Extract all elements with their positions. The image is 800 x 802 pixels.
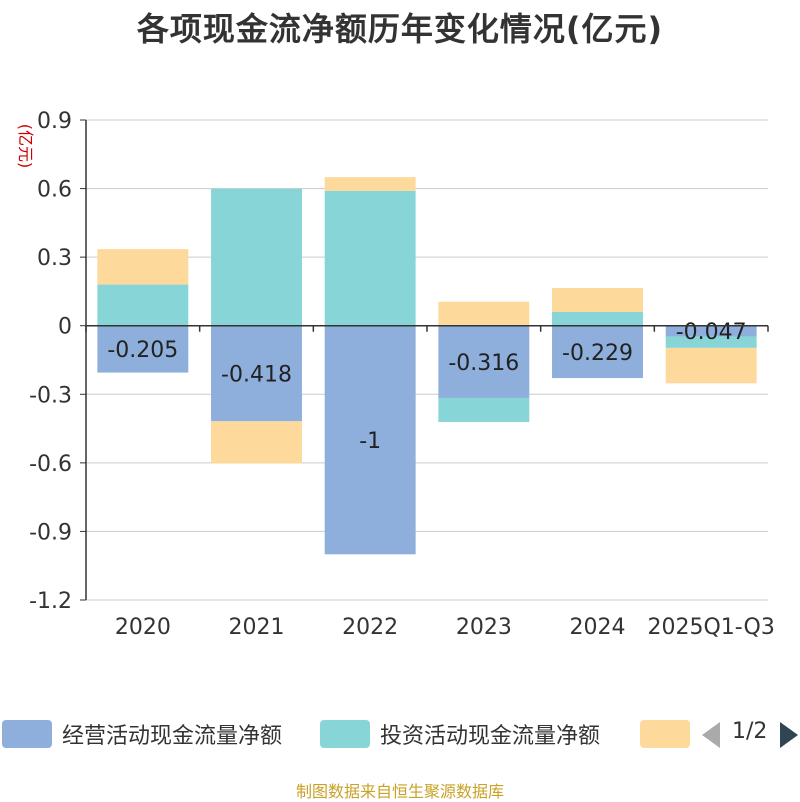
bar-financing (552, 288, 643, 312)
y-tick-label: 0.3 (37, 246, 72, 271)
x-tick-label: 2020 (115, 615, 171, 640)
bar-chart: 0.9 0.6 0.3 0 -0.3 -0.6 -0.9 -1.2 (亿元) -0.205 2020… (0, 0, 800, 700)
x-tick-label: 2025Q1-Q3 (647, 615, 774, 640)
bar-financing (325, 177, 416, 191)
data-label: -0.047 (676, 320, 747, 345)
x-tick-label: 2024 (570, 615, 626, 640)
legend-item-financing[interactable] (640, 716, 690, 752)
bar-financing (211, 421, 302, 463)
data-label: -0.229 (562, 341, 633, 366)
bar-investing (97, 285, 188, 326)
legend-swatch-financing (640, 720, 690, 748)
bar-financing (666, 348, 757, 383)
legend-item-investing[interactable]: 投资活动现金流量净额 (320, 716, 620, 752)
y-tick-label: -0.3 (29, 383, 72, 408)
legend-swatch-investing (320, 720, 370, 748)
y-tick-label: -1.2 (29, 589, 72, 614)
y-tick-label: 0.6 (37, 178, 72, 203)
legend-prev-page-icon[interactable] (702, 722, 720, 748)
legend-label-investing: 投资活动现金流量净额 (380, 718, 600, 750)
legend-swatch-operating (2, 720, 52, 748)
data-label: -0.418 (221, 362, 292, 387)
legend-page-indicator: 1/2 (732, 719, 767, 744)
y-axis-unit-label: (亿元) (16, 124, 35, 169)
bar-investing (211, 189, 302, 326)
legend-label-operating: 经营活动现金流量净额 (62, 718, 282, 750)
bar-investing (325, 191, 416, 326)
y-tick-label: -0.6 (29, 452, 72, 477)
x-tick-label: 2023 (456, 615, 512, 640)
legend-next-page-icon[interactable] (780, 722, 798, 748)
x-tick-label: 2022 (342, 615, 398, 640)
bar-investing (438, 398, 529, 422)
data-label: -0.316 (448, 351, 519, 376)
legend: 经营活动现金流量净额 投资活动现金流量净额 (0, 716, 800, 752)
bar-financing (97, 249, 188, 284)
x-tick-label: 2021 (229, 615, 285, 640)
data-source-note: 制图数据来自恒生聚源数据库 (0, 778, 800, 802)
y-tick-label: -0.9 (29, 520, 72, 545)
data-label: -0.205 (107, 338, 178, 363)
bar-investing (552, 312, 643, 326)
legend-item-operating[interactable]: 经营活动现金流量净额 (2, 716, 302, 752)
data-label: -1 (359, 429, 381, 454)
y-tick-label: 0.9 (37, 109, 72, 134)
bar-financing (438, 302, 529, 326)
legend-pager: 1/2 (700, 716, 800, 752)
y-tick-label: 0 (58, 315, 72, 340)
